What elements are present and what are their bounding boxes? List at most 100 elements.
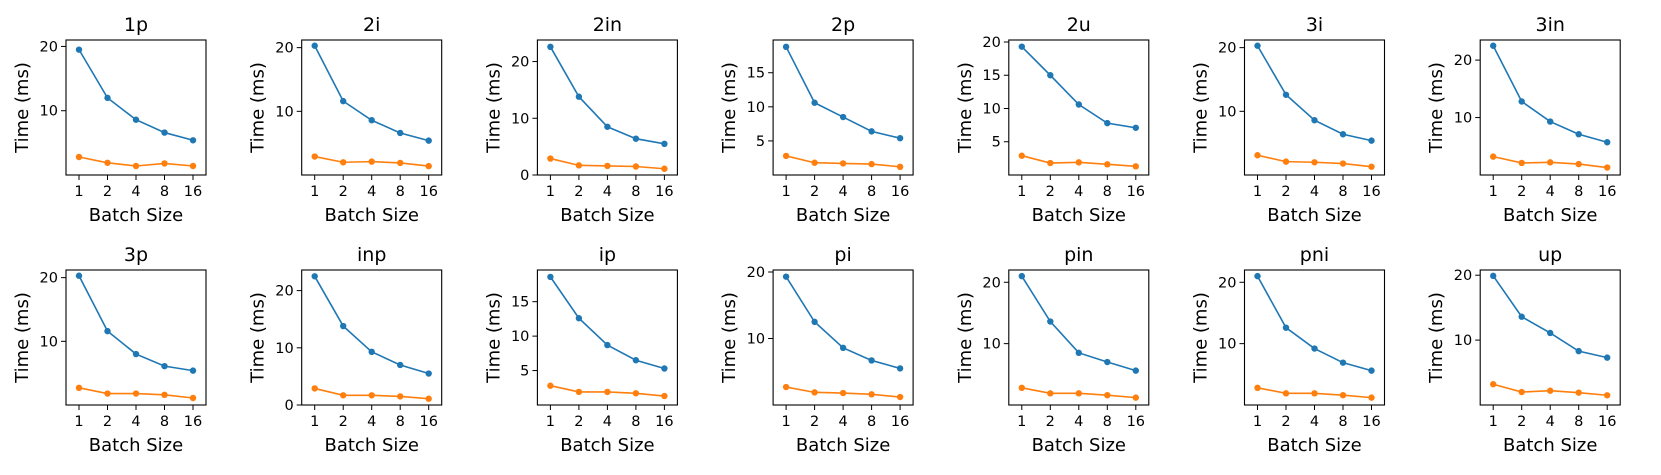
data-point-blue (1282, 324, 1290, 331)
data-point-orange (632, 390, 640, 397)
series-line-blue (313, 45, 429, 142)
data-point-orange (104, 390, 111, 397)
x-tick-label: 8 (1338, 414, 1347, 430)
data-point-blue (1604, 139, 1611, 146)
y-tick-label: 10 (982, 337, 1000, 353)
x-tick-label: 1 (1017, 184, 1026, 200)
x-tick-label: 4 (1546, 184, 1555, 200)
data-point-orange (1311, 159, 1318, 166)
data-point-orange (1547, 159, 1554, 166)
x-tick-label: 2 (1046, 184, 1055, 200)
data-point-blue (575, 93, 583, 100)
data-point-blue (604, 341, 611, 349)
plot-frame (65, 39, 207, 176)
x-tick-label: 8 (1574, 184, 1583, 200)
x-tick-label: 4 (131, 184, 140, 200)
x-tick-label: 16 (891, 414, 909, 430)
y-axis-label: Time (ms) (1426, 292, 1447, 384)
data-point-blue (782, 273, 790, 280)
data-point-orange (604, 162, 611, 170)
x-tick-label: 1 (781, 414, 790, 430)
data-point-orange (547, 155, 554, 162)
y-tick-label: 20 (40, 39, 58, 55)
y-tick-label: 5 (520, 364, 529, 380)
data-point-orange (1339, 391, 1347, 399)
data-point-blue (1132, 124, 1140, 131)
data-point-orange (1254, 384, 1261, 392)
data-point-blue (397, 361, 404, 369)
data-point-blue (632, 135, 640, 142)
data-point-blue (132, 350, 140, 358)
x-tick-label: 2 (103, 414, 112, 430)
data-point-orange (1282, 390, 1290, 397)
x-tick-label: 8 (867, 184, 876, 200)
y-tick-label: 10 (1454, 111, 1472, 127)
x-tick-label: 1 (1017, 414, 1026, 430)
x-tick-label: 8 (160, 414, 169, 430)
y-axis-label: Time (ms) (12, 62, 33, 154)
data-point-orange (132, 162, 140, 170)
x-tick-label: 16 (184, 414, 202, 430)
y-tick-label: 0 (284, 398, 293, 414)
data-point-orange (1518, 159, 1525, 167)
data-point-orange (1132, 163, 1140, 170)
series-line-blue (1492, 45, 1608, 144)
plot-frame (772, 39, 914, 176)
data-point-orange (1368, 394, 1375, 401)
x-tick-label: 16 (419, 184, 437, 200)
x-tick-label: 2 (1517, 184, 1526, 200)
data-point-orange (1075, 390, 1083, 397)
y-axis-label: Time (ms) (955, 292, 976, 384)
y-axis-label: Time (ms) (1191, 62, 1212, 154)
data-point-blue (896, 365, 904, 372)
series-line-blue (78, 49, 194, 142)
x-tick-label: 2 (810, 414, 819, 430)
series-line-blue (785, 276, 901, 370)
data-point-blue (1339, 131, 1347, 138)
data-point-orange (575, 388, 583, 396)
data-point-orange (896, 163, 904, 171)
data-point-orange (340, 159, 347, 166)
data-point-blue (368, 348, 375, 356)
data-point-blue (1575, 131, 1582, 138)
y-tick-label: 10 (1218, 104, 1236, 120)
y-tick-label: 20 (982, 35, 1000, 51)
x-tick-label: 16 (184, 184, 202, 200)
data-point-orange (161, 160, 168, 167)
data-point-orange (868, 160, 875, 168)
data-point-blue (1282, 91, 1290, 98)
subplot-title: 3p (124, 244, 148, 266)
x-tick-label: 1 (74, 414, 83, 430)
data-point-orange (1490, 153, 1497, 160)
x-axis-label: Batch Size (1503, 435, 1597, 456)
data-point-blue (1047, 72, 1054, 79)
y-tick-label: 20 (511, 55, 529, 71)
subplot-2p: 2p Time (ms) Batch Size 5 10 15 1 2 4 8 16 (719, 14, 914, 226)
x-tick-label: 4 (1310, 414, 1319, 430)
data-point-blue (1547, 329, 1554, 337)
x-tick-label: 1 (74, 184, 83, 200)
x-tick-label: 8 (396, 184, 405, 200)
x-axis-label: Batch Size (560, 205, 654, 226)
data-point-blue (811, 99, 818, 106)
data-point-blue (1018, 272, 1025, 280)
data-point-blue (782, 43, 790, 51)
data-point-blue (839, 344, 847, 352)
y-tick-label: 10 (1454, 333, 1472, 349)
data-point-orange (1104, 161, 1111, 168)
subplot-title: pi (834, 244, 851, 266)
data-point-blue (1104, 358, 1111, 366)
plot-frame (301, 269, 443, 406)
x-tick-label: 8 (1103, 184, 1112, 200)
x-tick-label: 8 (160, 184, 169, 200)
y-axis-label: Time (ms) (955, 62, 976, 154)
y-tick-label: 15 (747, 66, 765, 82)
x-tick-label: 16 (1362, 184, 1380, 200)
data-point-orange (1018, 152, 1025, 159)
data-point-blue (575, 315, 583, 322)
